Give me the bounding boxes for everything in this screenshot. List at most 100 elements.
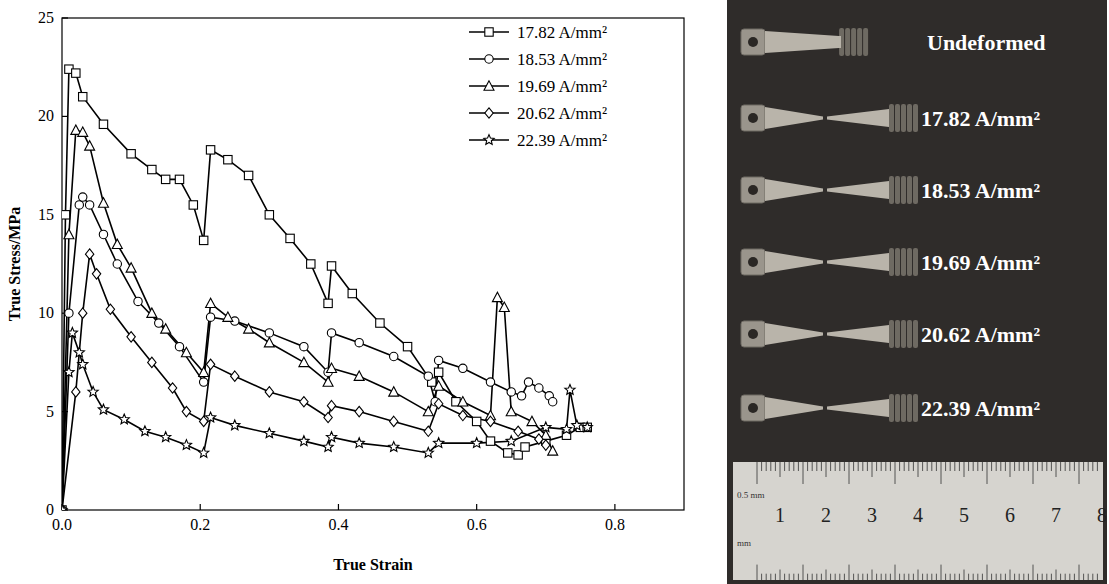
- series-marker: [548, 398, 556, 406]
- series-marker: [175, 342, 183, 350]
- ruler-tick: [1065, 462, 1066, 471]
- ruler-tick: [793, 462, 794, 471]
- specimen-thread: [901, 394, 906, 422]
- ruler-tick: [830, 462, 831, 471]
- series-marker: [486, 378, 494, 386]
- legend-marker: [485, 55, 493, 63]
- series-marker: [323, 442, 333, 452]
- series-marker: [206, 313, 214, 321]
- ruler-tick: [872, 570, 873, 581]
- y-axis-title: True Stress/MPa: [6, 207, 23, 322]
- ruler-tick: [862, 574, 863, 580]
- ruler-tick: [839, 574, 840, 580]
- ruler-tick: [904, 574, 905, 580]
- specimen-head: [741, 395, 765, 421]
- series-marker: [79, 193, 87, 201]
- series-marker: [155, 319, 163, 327]
- ruler-tick: [1046, 462, 1047, 471]
- photo-label: Undeformed: [927, 30, 1046, 55]
- ruler-tick: [761, 574, 762, 580]
- specimen-neck: [765, 251, 823, 273]
- photo-background: [727, 0, 1107, 584]
- series-marker: [300, 397, 308, 407]
- specimen-hole: [748, 257, 758, 267]
- series-marker: [119, 414, 129, 424]
- series-marker: [72, 387, 80, 397]
- ruler-tick: [968, 574, 969, 580]
- series-marker: [459, 410, 467, 420]
- ruler-tick: [927, 462, 928, 471]
- series-marker: [106, 304, 114, 314]
- specimen-hole: [748, 37, 758, 47]
- series-marker: [389, 442, 399, 452]
- series-marker: [79, 308, 87, 318]
- ruler-tick: [1056, 570, 1057, 581]
- ruler-tick: [1092, 574, 1093, 580]
- ruler-tick: [770, 462, 771, 471]
- legend-label: 19.69 A/mm²: [517, 77, 607, 96]
- ruler-tick: [862, 462, 863, 471]
- ruler-tick: [780, 570, 781, 581]
- specimen-thread: [889, 176, 894, 204]
- ruler-unit: 0.5 mm: [737, 490, 765, 500]
- ruler-tick: [1010, 570, 1011, 581]
- ruler-tick: [885, 574, 886, 580]
- ruler-tick: [784, 574, 785, 580]
- specimen-thread: [863, 28, 868, 56]
- ruler-tick: [959, 574, 960, 580]
- ruler-tick: [1065, 574, 1066, 580]
- series-marker: [79, 93, 87, 101]
- plot-data: [62, 65, 592, 510]
- specimen-thread: [851, 28, 856, 56]
- ruler-tick: [853, 574, 854, 580]
- ruler-tick: [757, 565, 758, 580]
- series-marker: [64, 229, 74, 238]
- series-marker: [472, 438, 482, 448]
- ruler-tick: [1019, 462, 1020, 471]
- ruler-tick: [826, 462, 827, 477]
- series-marker: [355, 339, 363, 347]
- y-tick: [62, 17, 68, 18]
- ruler-tick: [922, 462, 923, 471]
- ruler-number: 5: [959, 504, 969, 526]
- ruler-tick: [964, 462, 965, 477]
- series-marker: [403, 342, 411, 350]
- ruler-tick: [858, 574, 859, 580]
- series-marker: [205, 412, 215, 422]
- specimen-neck: [827, 253, 889, 271]
- legend-label: 20.62 A/mm²: [517, 104, 607, 123]
- specimen-thread: [895, 104, 900, 132]
- ruler-number: 6: [1005, 504, 1015, 526]
- legend-marker: [485, 28, 493, 36]
- series-marker: [565, 385, 575, 395]
- series-marker: [264, 428, 274, 438]
- series-marker: [499, 302, 509, 311]
- series-marker: [62, 505, 67, 510]
- ruler-tick: [1069, 574, 1070, 580]
- ruler-tick: [812, 574, 813, 580]
- series-marker: [62, 505, 66, 510]
- series-marker: [354, 438, 364, 448]
- ruler-tick: [1037, 462, 1038, 471]
- series-marker: [524, 378, 532, 386]
- ruler-number: 2: [821, 504, 831, 526]
- series-marker: [161, 324, 171, 333]
- ruler-tick: [982, 574, 983, 580]
- series-marker: [199, 367, 209, 376]
- ruler-tick: [761, 462, 762, 471]
- ruler-tick: [941, 462, 942, 484]
- series-marker: [561, 424, 571, 434]
- ruler-tick: [918, 462, 919, 477]
- legend: 17.82 A/mm²18.53 A/mm²19.69 A/mm²20.62 A…: [469, 23, 607, 150]
- specimen-neck: [765, 397, 823, 419]
- series-marker: [307, 260, 315, 268]
- ruler-tick: [945, 462, 946, 471]
- photo-label: 22.39 A/mm²: [921, 396, 1040, 421]
- specimen-hole: [748, 185, 758, 195]
- series-marker: [231, 371, 239, 381]
- ruler-tick: [1097, 462, 1098, 471]
- series-marker: [472, 417, 480, 425]
- series-marker: [75, 201, 83, 209]
- series-marker: [206, 146, 214, 154]
- ruler-tick: [858, 462, 859, 471]
